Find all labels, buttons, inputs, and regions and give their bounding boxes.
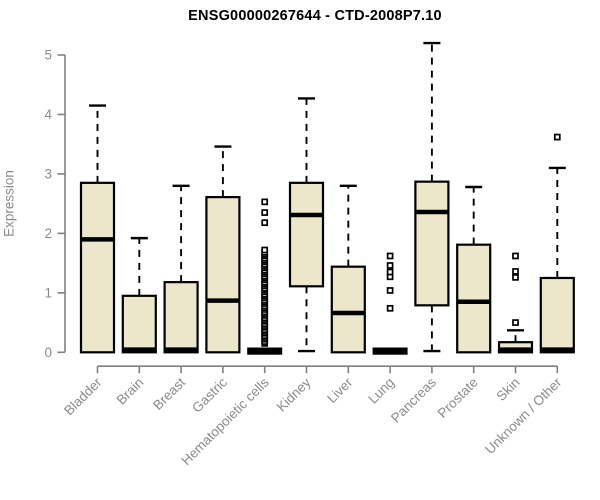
iqr-box <box>205 196 241 354</box>
box-unknown-other <box>539 133 575 354</box>
outlier-point <box>512 319 519 326</box>
y-tick-label: 4 <box>44 107 52 122</box>
y-tick-label: 3 <box>44 167 52 182</box>
y-tick-label: 1 <box>44 286 52 301</box>
x-tick-label-gastric: Gastric <box>189 375 230 416</box>
box-bladder <box>79 104 116 354</box>
outlier-point <box>512 268 519 275</box>
box-brain <box>121 236 157 354</box>
x-tick-label-kidney: Kidney <box>274 375 314 415</box>
x-tick-label-prostate: Prostate <box>435 375 481 421</box>
box-pancreas <box>414 41 450 353</box>
iqr-box <box>288 181 325 288</box>
box-hematopoietic-cells <box>247 198 283 355</box>
iqr-box <box>456 243 492 354</box>
y-tick-label: 0 <box>44 345 52 360</box>
outlier-point <box>512 274 519 281</box>
box-prostate <box>456 185 492 354</box>
iqr-box <box>163 281 199 354</box>
collapsed-box-bar <box>372 347 408 355</box>
x-tick-label-pancreas: Pancreas <box>388 375 439 426</box>
y-tick-label: 2 <box>44 226 52 241</box>
outlier-point <box>261 198 269 206</box>
box-skin <box>497 252 534 354</box>
x-tick-label-lung: Lung <box>365 375 397 407</box>
y-axis: 0 1 2 3 4 5 <box>44 48 66 360</box>
x-tick-label-skin: Skin <box>493 375 522 404</box>
box-lung <box>372 252 408 355</box>
box-breast <box>163 184 199 354</box>
collapsed-box-bar <box>247 347 283 355</box>
x-tick-label-bladder: Bladder <box>61 374 105 418</box>
outlier-point <box>386 304 394 312</box>
iqr-box <box>79 181 116 354</box>
outlier-point <box>261 209 269 216</box>
box-liver <box>330 184 366 354</box>
iqr-box <box>121 294 157 354</box>
x-tick-label-brain: Brain <box>114 375 147 408</box>
y-axis-title: Expression <box>1 170 17 237</box>
box-kidney <box>288 97 325 353</box>
outlier-point <box>261 246 269 254</box>
outlier-point <box>386 262 394 269</box>
outlier-point <box>512 252 519 260</box>
outlier-point <box>386 287 394 294</box>
outlier-point <box>386 252 394 260</box>
x-tick-label-breast: Breast <box>150 375 188 413</box>
y-tick-label: 5 <box>44 48 52 63</box>
outlier-point <box>386 268 394 276</box>
x-tick-label-unknown-other: Unknown / Other <box>482 374 565 457</box>
box-gastric <box>205 145 241 354</box>
outlier-point <box>261 219 269 227</box>
iqr-box <box>414 180 450 307</box>
x-tick-label-liver: Liver <box>324 374 356 406</box>
chart-title: ENSG00000267644 - CTD-2008P7.10 <box>188 8 442 24</box>
iqr-box <box>330 265 366 354</box>
iqr-box <box>539 276 575 354</box>
outlier-point <box>553 133 561 141</box>
iqr-box <box>497 341 534 354</box>
